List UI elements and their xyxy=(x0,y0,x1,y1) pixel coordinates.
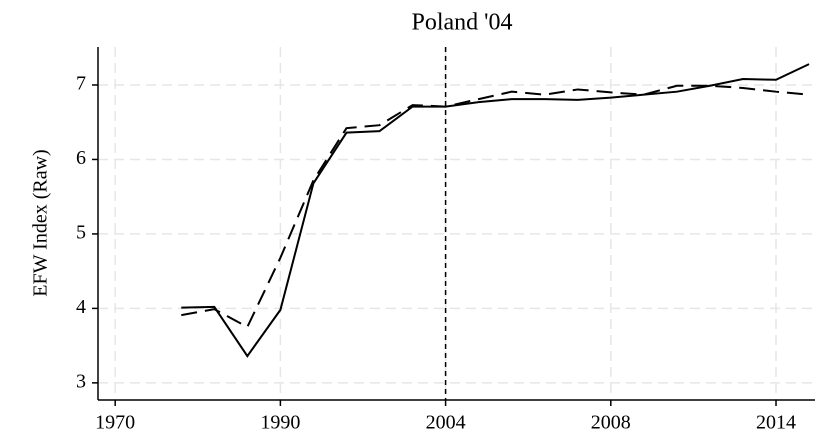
x-tick-label: 1970 xyxy=(95,412,135,434)
x-tick-label: 2004 xyxy=(426,412,466,434)
series-line xyxy=(181,84,810,329)
y-tick-label: 6 xyxy=(76,147,86,169)
x-tick-label: 2014 xyxy=(756,412,796,434)
y-tick-label: 7 xyxy=(76,73,86,95)
y-tick-label: 4 xyxy=(76,296,86,318)
y-axis-label: EFW Index (Raw) xyxy=(30,149,52,296)
chart-title: Poland '04 xyxy=(412,10,513,36)
y-tick-label: 3 xyxy=(76,370,86,392)
x-tick-label: 1990 xyxy=(260,412,300,434)
y-tick-label: 5 xyxy=(76,222,86,244)
series-line xyxy=(181,63,810,358)
x-tick-label: 2008 xyxy=(591,412,631,434)
